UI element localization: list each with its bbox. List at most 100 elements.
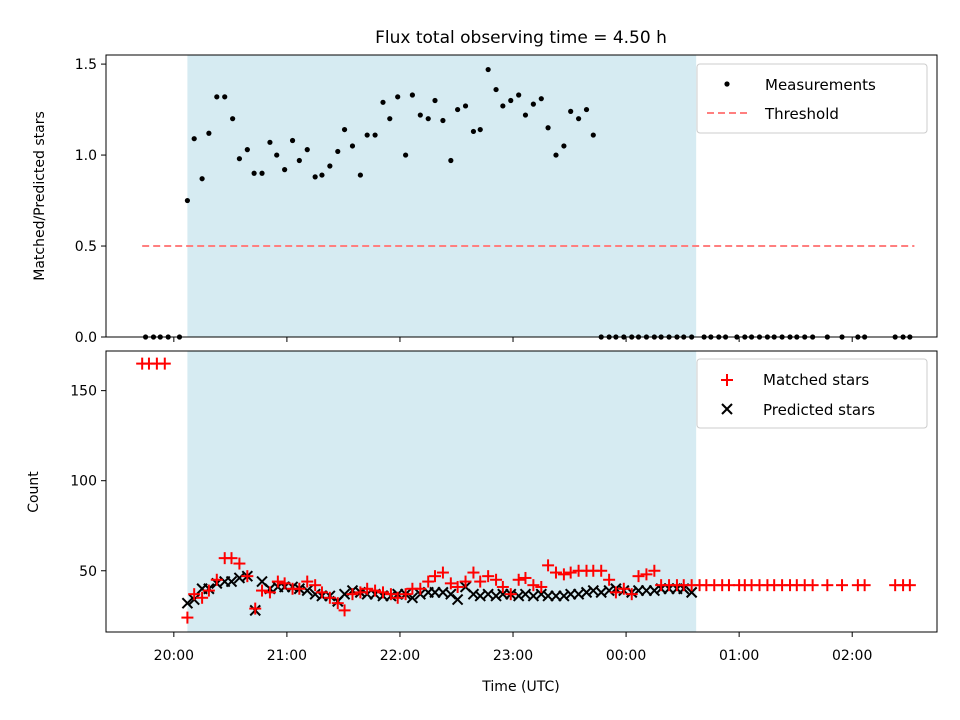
- measurement-point: [395, 94, 401, 100]
- matched-star-marker: [451, 580, 464, 593]
- measurement-point: [259, 170, 265, 176]
- measurement-point: [191, 136, 197, 142]
- matched-star-marker: [338, 604, 351, 617]
- measurement-point: [222, 94, 228, 100]
- matched-stars-points: [136, 357, 916, 624]
- matched-star-marker: [632, 570, 645, 583]
- predicted-star-marker: [603, 584, 615, 597]
- matched-star-marker: [542, 559, 555, 572]
- measurement-point: [455, 106, 461, 113]
- matched-star-marker: [429, 570, 442, 583]
- measurement-point: [312, 174, 318, 180]
- matched-star-marker: [384, 588, 397, 601]
- matched-star-marker: [519, 571, 532, 584]
- matched-star-marker: [512, 573, 525, 586]
- matched-star-marker: [535, 580, 548, 593]
- predicted-star-marker: [309, 588, 321, 600]
- chart-title: Flux total observing time = 4.50 h: [375, 28, 667, 48]
- matched-star-marker: [549, 566, 562, 579]
- matched-star-marker: [858, 579, 871, 592]
- legend-frame: [696, 63, 928, 134]
- matched-star-marker: [293, 582, 306, 595]
- bottom-axes-frame: [105, 350, 938, 633]
- bottom-panel: 50 100 150 20:00 21:00 22:00 23:00 00:00 01:00 0…: [26, 350, 938, 695]
- measurement-point: [493, 86, 499, 93]
- y-tick-label: 1.5: [75, 57, 97, 73]
- measurement-point: [522, 112, 529, 118]
- matched-star-marker: [504, 588, 517, 601]
- top-legend: Measurements Threshold: [696, 63, 928, 134]
- measurement-point: [462, 103, 469, 109]
- predicted-star-marker: [685, 586, 698, 599]
- matched-star-marker: [496, 580, 509, 593]
- matched-star-marker: [474, 575, 487, 588]
- matched-star-marker: [323, 591, 336, 604]
- predicted-star-marker: [225, 575, 238, 588]
- matched-star-marker: [557, 568, 570, 581]
- legend-predicted-marker: [721, 403, 733, 415]
- matched-star-marker: [422, 575, 435, 588]
- matched-star-marker: [459, 575, 472, 588]
- measurement-point: [432, 97, 438, 104]
- matched-star-marker: [241, 570, 254, 583]
- x-tick-label: 00:00: [606, 648, 646, 664]
- measurement-point: [327, 163, 333, 169]
- bottom-x-ticks: 20:00 21:00 22:00 23:00 00:00 01:00 02:00: [154, 632, 872, 664]
- y-tick-label: 150: [70, 384, 97, 400]
- matched-star-marker: [490, 573, 503, 586]
- matched-star-marker: [315, 586, 328, 599]
- predicted-star-marker: [181, 597, 194, 609]
- measurement-point: [214, 94, 220, 100]
- matched-star-marker: [263, 586, 276, 599]
- matched-star-marker: [331, 597, 344, 610]
- measurement-point: [335, 148, 341, 155]
- x-tick-label: 02:00: [832, 648, 872, 664]
- predicted-star-marker: [490, 590, 502, 602]
- measurement-point: [296, 157, 302, 164]
- matched-star-marker: [617, 582, 630, 595]
- matched-star-marker: [482, 570, 495, 583]
- matched-star-marker: [414, 582, 427, 595]
- matched-star-marker: [640, 568, 653, 581]
- x-tick-label: 23:00: [493, 648, 533, 664]
- measurement-point: [274, 152, 280, 158]
- matched-star-marker: [603, 573, 616, 586]
- measurement-point: [387, 116, 393, 122]
- legend-measurements-marker: [724, 81, 730, 87]
- matched-star-marker: [722, 579, 735, 592]
- top-axes-frame: [105, 54, 938, 338]
- measurement-point: [403, 152, 409, 158]
- matched-star-marker: [271, 575, 284, 588]
- matched-star-marker: [158, 357, 171, 370]
- y-tick-label: 100: [70, 474, 97, 490]
- top-panel: 0.0 0.5 1.0 1.5 Flux total observing time =…: [32, 28, 938, 346]
- measurement-point: [282, 167, 288, 173]
- measurement-point: [568, 108, 574, 114]
- x-tick-label: 21:00: [267, 648, 307, 664]
- measurement-point: [417, 112, 423, 118]
- measurement-point: [590, 132, 596, 138]
- measurement-point: [575, 116, 582, 122]
- predicted-star-marker: [580, 586, 593, 599]
- measurement-point: [184, 197, 191, 204]
- matched-star-marker: [648, 564, 661, 577]
- measurement-point: [477, 126, 483, 133]
- measurement-point: [304, 147, 310, 153]
- measurement-point: [409, 92, 415, 98]
- legend-frame: [696, 358, 928, 429]
- y-tick-label: 0.0: [75, 330, 97, 346]
- measurement-point: [470, 128, 477, 135]
- measurement-point: [508, 97, 514, 104]
- matched-star-marker: [821, 579, 834, 592]
- predicted-star-marker: [301, 584, 313, 597]
- legend-threshold-label: Threshold: [764, 105, 839, 123]
- measurement-point: [530, 101, 536, 107]
- measurement-point: [380, 99, 386, 105]
- measurement-point: [357, 172, 363, 178]
- matched-star-marker: [444, 577, 457, 590]
- matched-star-marker: [256, 584, 269, 597]
- measurement-point: [448, 157, 454, 164]
- matched-star-marker: [609, 586, 622, 599]
- predicted-star-marker: [535, 588, 547, 600]
